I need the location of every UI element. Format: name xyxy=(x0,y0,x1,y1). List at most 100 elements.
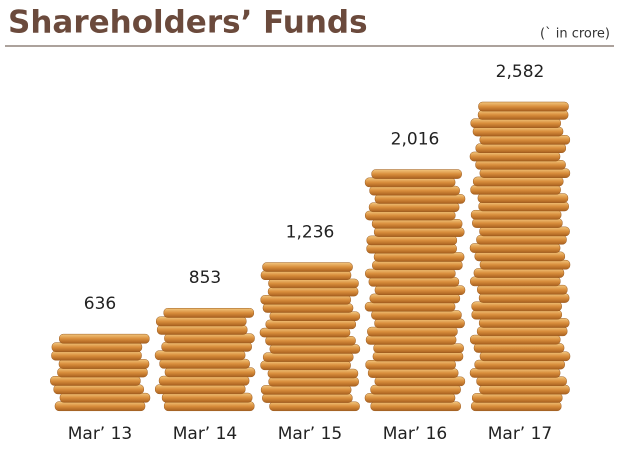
coin xyxy=(59,333,150,344)
coin xyxy=(479,135,571,145)
coin xyxy=(259,327,351,338)
coin xyxy=(50,376,141,386)
coin xyxy=(364,177,456,188)
coin xyxy=(374,376,466,387)
coin xyxy=(475,143,567,153)
coin xyxy=(479,351,571,362)
coin xyxy=(476,234,567,245)
coin xyxy=(373,252,465,262)
coin xyxy=(59,392,151,403)
coin xyxy=(163,401,255,412)
coin xyxy=(51,342,143,353)
coin xyxy=(470,334,561,345)
value-label: 2,016 xyxy=(391,130,440,150)
coin xyxy=(374,194,466,204)
coin xyxy=(260,385,352,395)
coin-stack xyxy=(154,307,256,412)
coin xyxy=(479,259,571,270)
coin xyxy=(474,359,565,370)
coin xyxy=(365,268,456,279)
coin xyxy=(373,343,464,354)
coin xyxy=(374,318,465,329)
coin xyxy=(265,319,356,330)
coin xyxy=(158,375,250,386)
coin xyxy=(155,316,247,327)
value-label: 1,236 xyxy=(286,223,335,243)
coin xyxy=(161,341,252,352)
coin xyxy=(364,210,456,221)
coin xyxy=(369,293,461,304)
coin xyxy=(371,310,462,320)
coin xyxy=(472,126,564,137)
coin xyxy=(372,351,464,362)
coin xyxy=(477,110,569,120)
value-label: 636 xyxy=(84,294,116,314)
coin xyxy=(364,301,456,312)
coin xyxy=(367,326,458,337)
coin xyxy=(154,384,246,395)
coin xyxy=(267,286,359,297)
coin xyxy=(475,160,566,170)
x-tick-label: Mar’ 16 xyxy=(383,424,448,444)
coin xyxy=(161,392,253,403)
coin xyxy=(269,311,361,321)
coin xyxy=(371,169,462,179)
coin xyxy=(365,335,457,345)
coin xyxy=(472,218,563,228)
coin xyxy=(58,359,150,369)
coin xyxy=(370,384,461,395)
coin xyxy=(367,368,459,378)
coin xyxy=(477,193,569,203)
coin xyxy=(268,376,359,387)
coin xyxy=(262,352,354,362)
coin xyxy=(478,201,569,212)
coin xyxy=(470,209,562,220)
coin xyxy=(260,360,351,371)
coin xyxy=(368,277,460,287)
x-tick-label: Mar’ 14 xyxy=(173,424,238,444)
coin xyxy=(262,262,353,272)
coin xyxy=(366,243,457,254)
coin xyxy=(471,301,562,312)
coin xyxy=(269,401,360,412)
coin xyxy=(473,343,565,353)
coin xyxy=(471,393,563,403)
coin xyxy=(262,303,354,313)
coin xyxy=(260,270,352,280)
coin xyxy=(469,151,561,162)
coin xyxy=(471,309,562,320)
coin xyxy=(470,276,561,287)
coin xyxy=(269,344,361,354)
coin xyxy=(469,368,561,378)
chart-subtitle: (` in crore) xyxy=(540,27,610,42)
coin xyxy=(476,326,568,337)
coin xyxy=(479,226,570,237)
coin xyxy=(478,101,569,112)
coin xyxy=(156,324,248,335)
coin xyxy=(374,285,466,295)
coin xyxy=(262,393,353,403)
coin xyxy=(159,358,250,369)
x-tick-label: Mar’ 17 xyxy=(488,424,553,444)
value-label: 853 xyxy=(189,268,221,288)
coin xyxy=(267,368,359,379)
coin xyxy=(470,401,562,412)
coin xyxy=(477,284,568,295)
coin xyxy=(51,350,142,361)
coin-stack xyxy=(364,169,466,412)
coin xyxy=(364,393,456,403)
coin xyxy=(479,384,570,395)
coin xyxy=(164,333,255,344)
coin xyxy=(478,318,570,328)
coin xyxy=(369,185,460,196)
coin xyxy=(57,367,148,378)
coin xyxy=(472,176,564,187)
coin xyxy=(476,376,567,387)
value-label: 2,582 xyxy=(496,62,545,82)
coin xyxy=(365,359,456,370)
coin xyxy=(268,278,359,289)
coin-stack xyxy=(50,333,151,412)
coin xyxy=(260,295,351,305)
coin xyxy=(469,243,561,253)
